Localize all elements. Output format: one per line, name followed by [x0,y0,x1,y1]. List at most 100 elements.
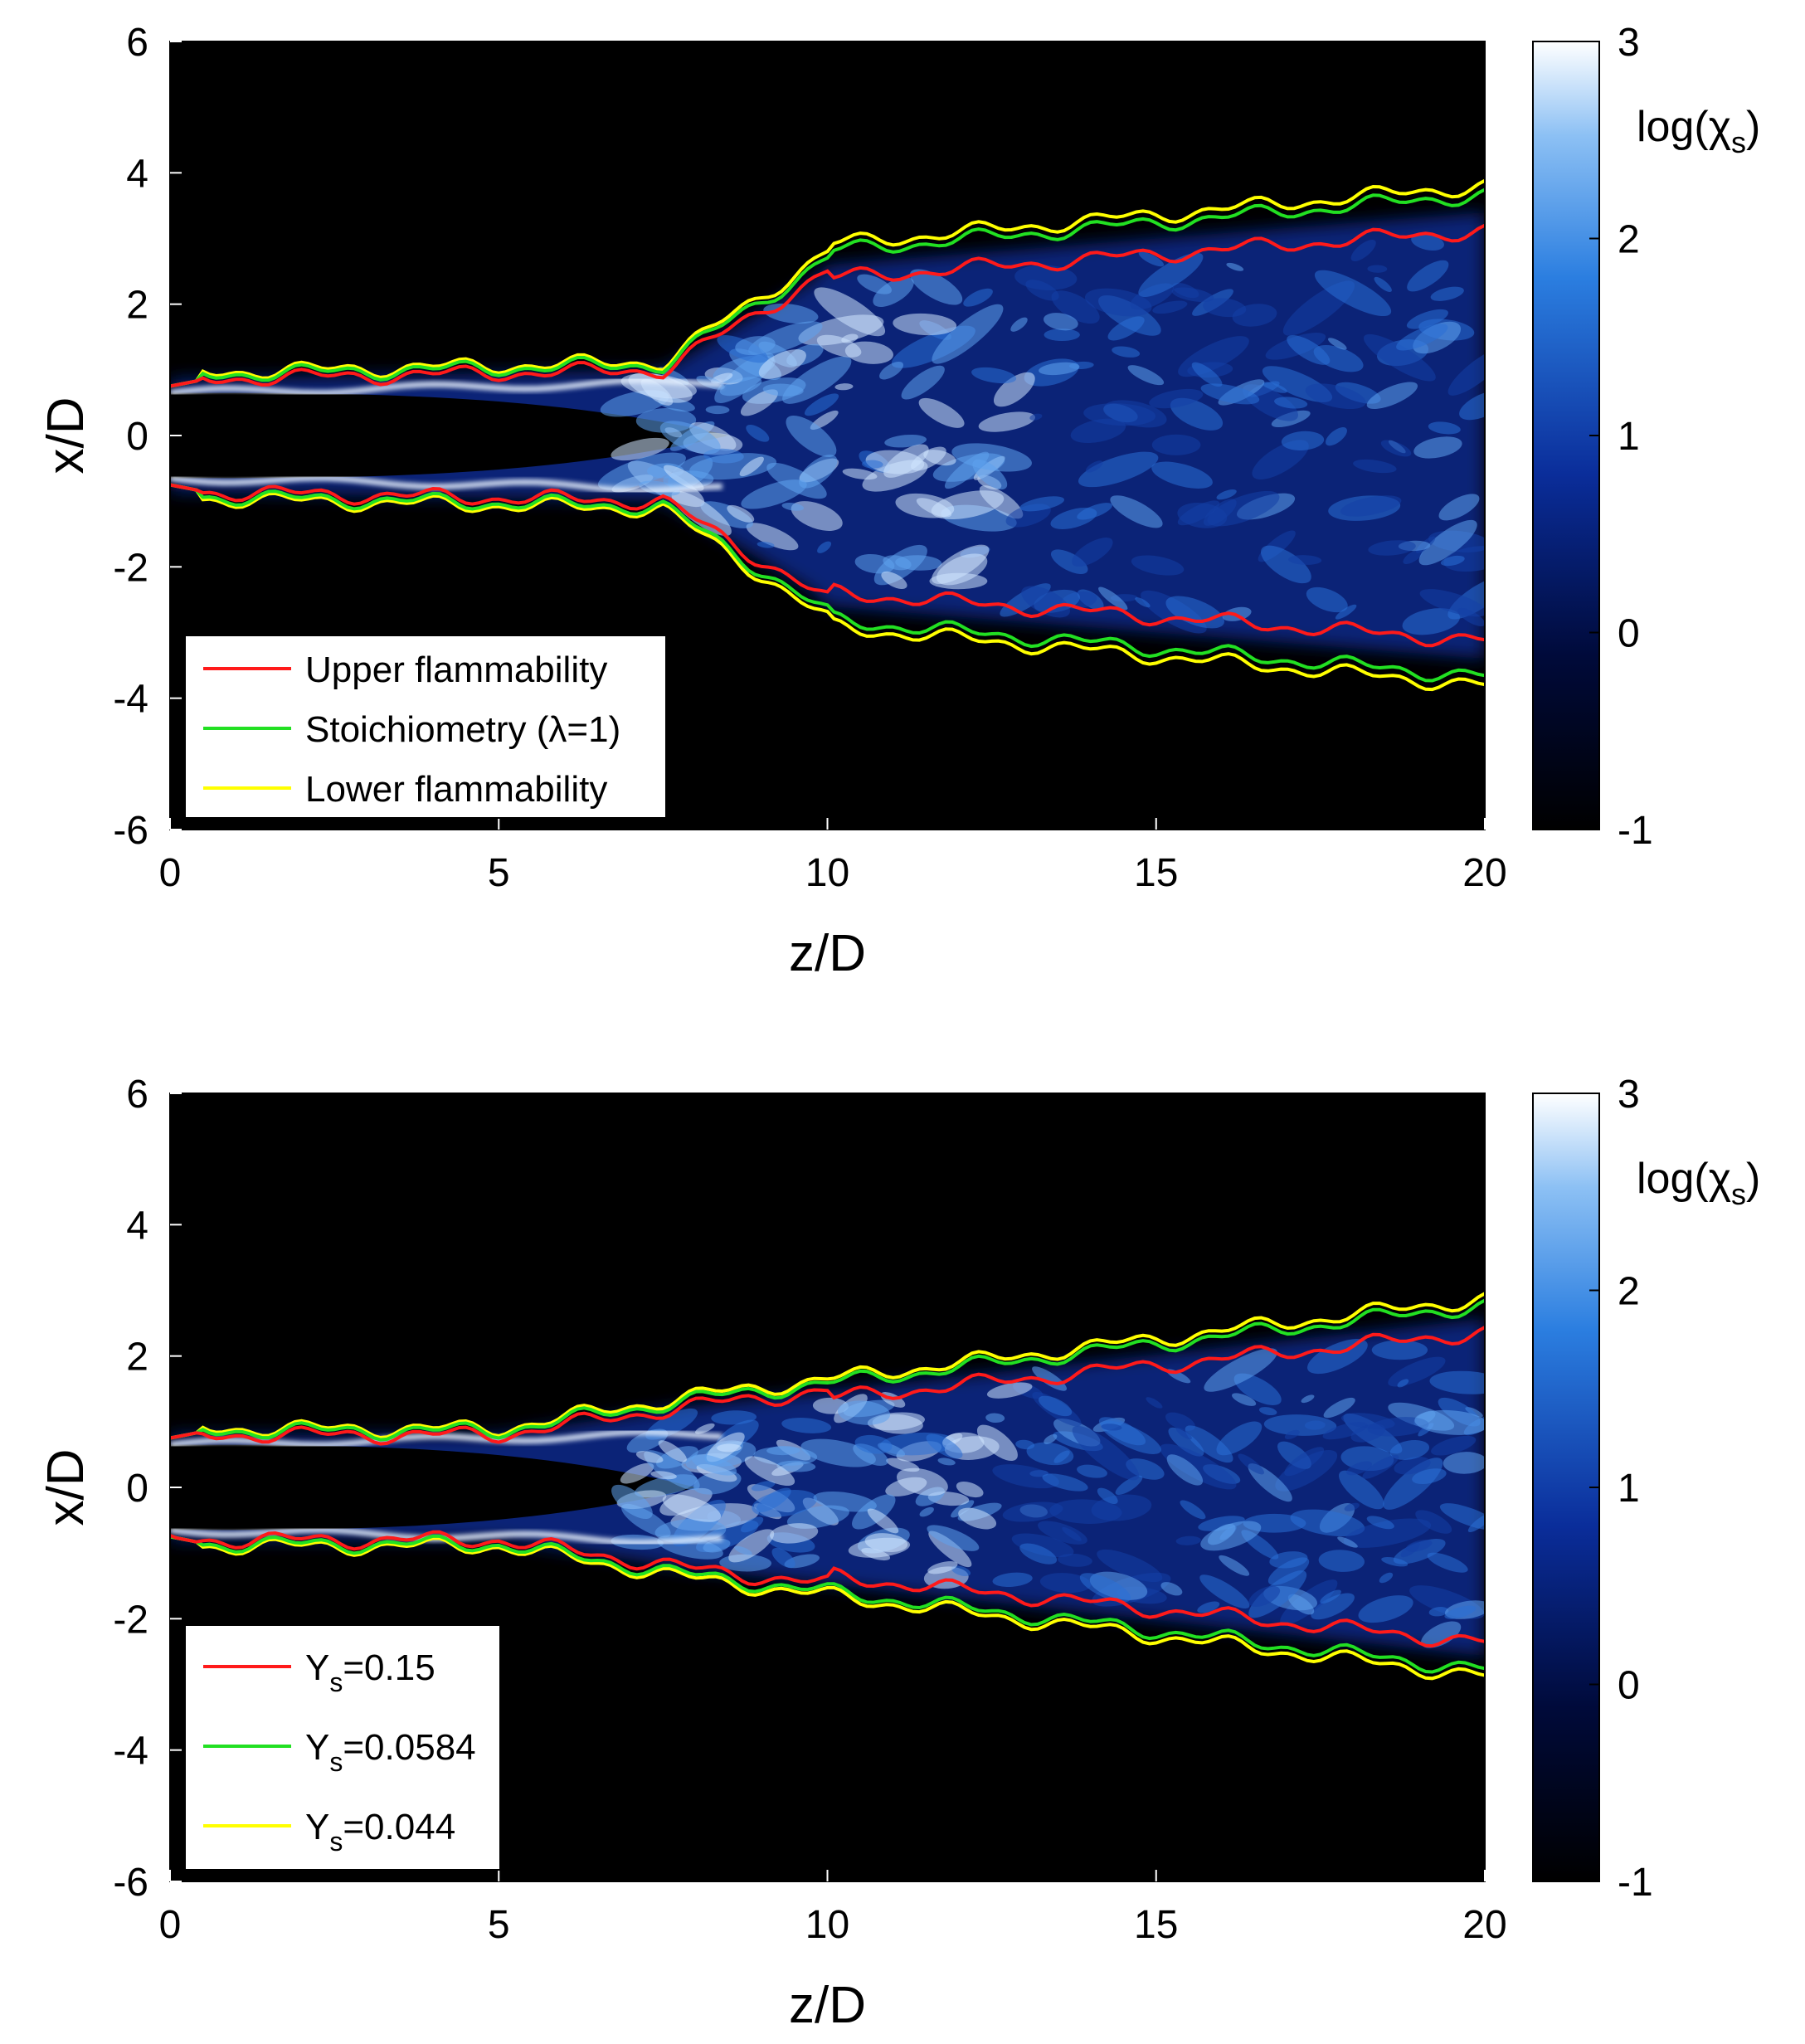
field-eddy [1394,1457,1431,1475]
field-eddy [1131,555,1185,576]
field-eddy [1313,345,1364,372]
field-eddy [1171,287,1214,303]
field-eddy [1029,413,1043,421]
field-eddy [1443,546,1485,572]
field-eddy [1318,1550,1365,1572]
y-tick-label: 4 [126,1204,148,1248]
field-eddy [1243,384,1298,421]
field-eddy [1358,1595,1413,1623]
field-eddy [1051,290,1100,324]
field-eddy [1138,252,1204,297]
field-eddy [834,383,854,391]
y-tick-label: 0 [126,1467,148,1511]
stoich-contour [170,1298,1485,1442]
field-eddy [1248,1585,1281,1607]
colorbar-tick-label: -1 [1618,809,1653,853]
field-eddy [1170,397,1224,431]
legend-label: Ys=0.0584 [305,1727,476,1777]
field-eddy [985,1413,1005,1424]
field-eddy [865,450,925,474]
field-eddy [927,1560,958,1574]
field-eddy [937,1458,956,1466]
field-eddy [1216,489,1237,500]
field-eddy [1185,1425,1233,1463]
field-eddy [1427,1552,1468,1573]
field-eddy [735,336,776,356]
field-eddy [1337,1536,1358,1548]
field-eddy [1101,1424,1122,1431]
field-eddy [740,389,778,416]
field-eddy [1366,1516,1394,1530]
y-tick-label: 4 [126,152,148,196]
field-eddy [1019,1543,1058,1565]
field-eddy [1002,1501,1063,1522]
y-axis-label: x/D [37,1449,95,1526]
field-eddy [1238,1453,1264,1475]
field-eddy [611,437,669,461]
field-eddy [919,1506,934,1517]
field-eddy [719,377,762,397]
field-eddy [1339,1470,1384,1510]
field-eddy [1320,1589,1341,1604]
colorbar-tick-label: -1 [1618,1861,1653,1905]
field-eddy [776,1460,816,1472]
field-eddy [1419,589,1485,617]
field-eddy [1275,1450,1338,1492]
field-eddy [770,1523,819,1544]
field-eddy [1050,549,1088,574]
field-eddy [895,555,942,571]
upper-contour [170,483,1485,648]
colorbar-tick-label: 2 [1618,1270,1640,1314]
upper-contour [170,1326,1485,1446]
field-eddy [1290,1509,1365,1537]
field-eddy [1216,1421,1263,1456]
legend: Ys=0.15 Ys=0.0584 Ys=0.044 [184,1624,501,1871]
legend-label: Lower flammability [305,769,607,810]
y-axis-label: x/D [37,397,95,474]
field-eddy [1402,608,1461,635]
field-eddy [1428,1607,1449,1617]
colorbar-tick-label: 0 [1618,1664,1640,1708]
field-eddy [1079,1573,1131,1603]
scalar-field [170,178,1485,692]
jet-core [170,392,729,479]
field-eddy [1438,494,1480,521]
field-eddy [1039,1573,1092,1594]
field-eddy [1072,1425,1140,1481]
field-eddy [986,1382,1033,1399]
y-tick-label: 2 [126,284,148,328]
field-eddy [611,1484,653,1520]
field-eddy [817,541,832,553]
field-eddy [1440,555,1465,567]
chart-panel-2: 0 5 10 15 206420-2-4-6z/Dx/D3210-1log(χs)Ys=… [37,1073,1760,2034]
field-eddy [926,1433,963,1459]
field-eddy [1110,495,1163,528]
colorbar [1532,1093,1600,1882]
field-eddy [650,1471,677,1480]
field-eddy [881,571,907,590]
field-eddy [728,1529,775,1563]
field-eddy [1350,239,1376,261]
jet-core [170,1444,696,1531]
field-eddy [1430,286,1464,301]
x-tick-label: 5 [488,1903,510,1947]
field-eddy [799,455,838,489]
field-eddy [1200,383,1260,405]
y-tick-label: -4 [113,678,148,722]
field-eddy [1429,1370,1485,1394]
field-eddy [918,397,965,428]
field-eddy [671,490,732,537]
field-eddy [662,1494,722,1522]
field-eddy [1232,1393,1257,1406]
field-eddy [804,393,839,416]
x-axis-label: z/D [789,1977,866,2034]
field-eddy [1457,607,1485,626]
field-eddy [1039,1395,1073,1417]
lower-contour [170,178,1485,388]
field-eddy [1306,586,1348,613]
field-eddy [1135,597,1151,608]
stoich-contour [170,483,1485,683]
field-eddy [727,504,755,523]
field-eddy [1284,1447,1325,1477]
field-eddy [1287,555,1322,565]
